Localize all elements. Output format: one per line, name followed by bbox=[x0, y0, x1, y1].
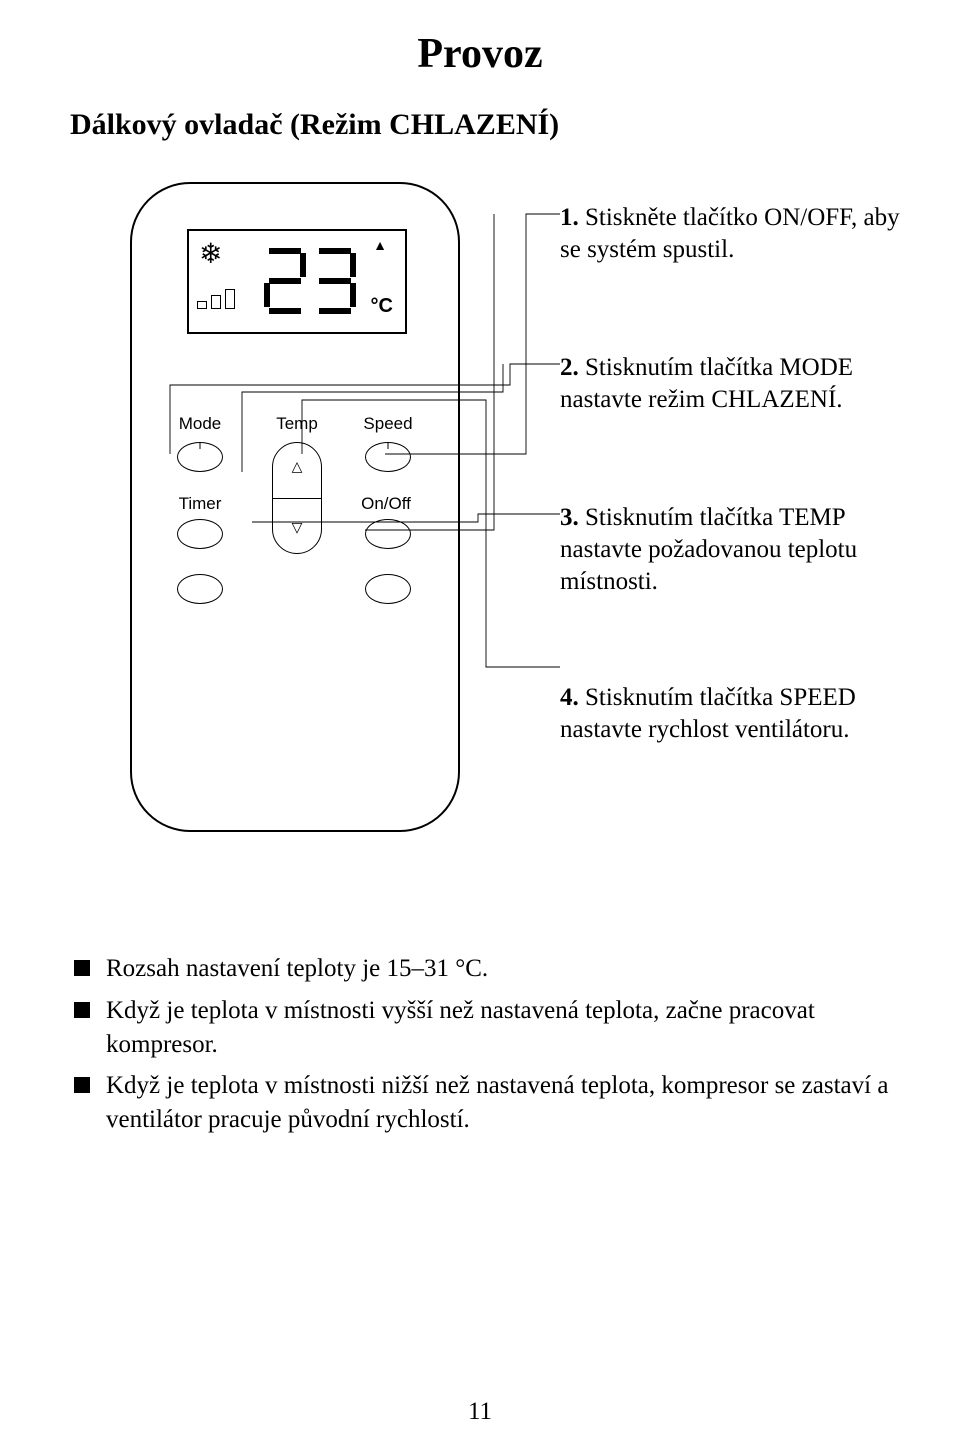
note-item: Rozsah nastavení teploty je 15–31 °C. bbox=[70, 952, 890, 986]
label-temp: Temp bbox=[267, 414, 327, 434]
lcd-unit: °C bbox=[371, 295, 393, 318]
instruction-3-text: Stisknutím tlačítka TEMP nastavte požado… bbox=[560, 504, 857, 595]
instruction-3: 3. Stisknutím tlačítka TEMP nastavte pož… bbox=[560, 502, 920, 598]
temp-down-icon: ▽ bbox=[292, 520, 303, 537]
bullet-square-icon bbox=[74, 1077, 90, 1093]
label-timer: Timer bbox=[170, 494, 230, 514]
diagram-area: ❄ ▲ bbox=[70, 182, 890, 912]
instruction-4: 4. Stisknutím tlačítka SPEED nastavte ry… bbox=[560, 682, 920, 746]
bullet-square-icon bbox=[74, 1002, 90, 1018]
lcd-up-indicator-icon: ▲ bbox=[373, 239, 387, 255]
blank-button-right[interactable] bbox=[365, 574, 411, 604]
snowflake-icon: ❄ bbox=[199, 241, 222, 269]
mode-button[interactable] bbox=[177, 442, 223, 472]
temp-rocker[interactable]: △ ▽ bbox=[272, 442, 322, 554]
instruction-1: 1. Stiskněte tlačítko ON/OFF, aby se sys… bbox=[560, 202, 920, 266]
instruction-4-num: 4. bbox=[560, 684, 579, 711]
note-text: Rozsah nastavení teploty je 15–31 °C. bbox=[106, 952, 488, 986]
onoff-button[interactable] bbox=[365, 519, 411, 549]
notes-section: Rozsah nastavení teploty je 15–31 °C. Kd… bbox=[70, 952, 890, 1137]
note-item: Když je teplota v místnosti vyšší než na… bbox=[70, 994, 890, 1062]
instruction-1-text: Stiskněte tlačítko ON/OFF, aby se systém… bbox=[560, 204, 900, 263]
instruction-2-num: 2. bbox=[560, 354, 579, 381]
label-mode: Mode bbox=[170, 414, 230, 434]
instruction-3-num: 3. bbox=[560, 504, 579, 531]
page: Provoz Dálkový ovladač (Režim CHLAZENÍ) … bbox=[0, 0, 960, 1454]
page-number: 11 bbox=[0, 1398, 960, 1426]
lcd-display: ❄ ▲ bbox=[187, 229, 407, 334]
page-title: Provoz bbox=[70, 30, 890, 78]
blank-button-left[interactable] bbox=[177, 574, 223, 604]
label-speed: Speed bbox=[358, 414, 418, 434]
temp-up-icon: △ bbox=[292, 459, 303, 476]
page-subtitle: Dálkový ovladač (Režim CHLAZENÍ) bbox=[70, 108, 890, 142]
timer-button[interactable] bbox=[177, 519, 223, 549]
note-item: Když je teplota v místnosti nižší než na… bbox=[70, 1069, 890, 1137]
instruction-4-text: Stisknutím tlačítka SPEED nastavte rychl… bbox=[560, 684, 856, 743]
bullet-square-icon bbox=[74, 960, 90, 976]
lcd-digits bbox=[263, 245, 359, 317]
note-text: Když je teplota v místnosti nižší než na… bbox=[106, 1069, 890, 1137]
fan-speed-bars-icon bbox=[197, 289, 235, 309]
instruction-2-text: Stisknutím tlačítka MODE nastavte režim … bbox=[560, 354, 853, 413]
instruction-2: 2. Stisknutím tlačítka MODE nastavte rež… bbox=[560, 352, 920, 416]
remote-body: ❄ ▲ bbox=[130, 182, 460, 832]
label-onoff: On/Off bbox=[354, 494, 418, 514]
instruction-1-num: 1. bbox=[560, 204, 579, 231]
note-text: Když je teplota v místnosti vyšší než na… bbox=[106, 994, 890, 1062]
speed-button[interactable] bbox=[365, 442, 411, 472]
